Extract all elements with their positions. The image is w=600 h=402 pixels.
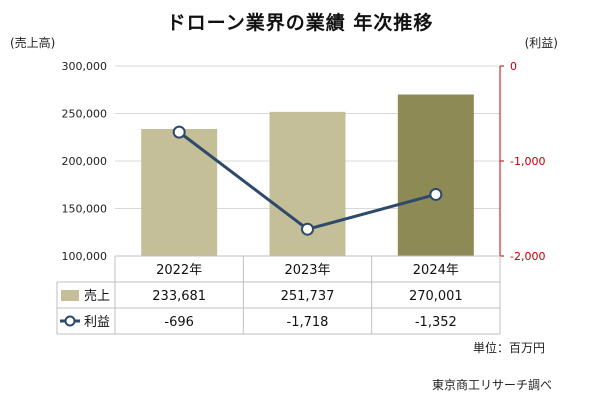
legend-key-profit-marker	[64, 315, 76, 327]
y-left-tick-label: 300,000	[62, 60, 108, 73]
table-cell-sales: 233,681	[152, 289, 206, 304]
point-profit-2	[301, 222, 314, 236]
y-right-tick-label: -1,000	[510, 155, 545, 168]
x-category-label: 2022年	[156, 263, 202, 278]
point-profit-3	[429, 187, 443, 201]
table-cell-profit: -1,718	[287, 315, 329, 330]
chart-title: ドローン業界の業績 年次推移	[166, 12, 434, 34]
bar-sales-1	[141, 129, 218, 256]
table-cell-sales: 270,001	[409, 289, 463, 304]
legend-key-sales	[61, 290, 79, 301]
bar-sales-3	[397, 94, 474, 256]
y-left-tick-label: 150,000	[62, 203, 108, 216]
right-axis-label: (利益)	[524, 36, 558, 50]
x-category-label: 2023年	[284, 263, 330, 278]
table-cell-sales: 251,737	[281, 289, 335, 304]
y-right-tick-label: -2,000	[510, 250, 545, 263]
point-profit-1	[172, 125, 186, 139]
source-note: 東京商工リサーチ調べ	[431, 378, 552, 392]
unit-note: 単位：百万円	[472, 341, 545, 355]
y-left-tick-label: 200,000	[62, 155, 108, 168]
left-axis-label: (売上高)	[10, 36, 56, 50]
legend-label-sales: 売上	[84, 288, 110, 304]
y-left-tick-label: 100,000	[62, 250, 108, 263]
table-cell-profit: -1,352	[415, 315, 457, 330]
table-cell-profit: -696	[164, 315, 194, 330]
legend-label-profit: 利益	[84, 315, 110, 330]
y-left-tick-label: 250,000	[62, 108, 108, 121]
y-right-tick-label: 0	[510, 60, 517, 73]
x-category-label: 2024年	[413, 263, 459, 278]
